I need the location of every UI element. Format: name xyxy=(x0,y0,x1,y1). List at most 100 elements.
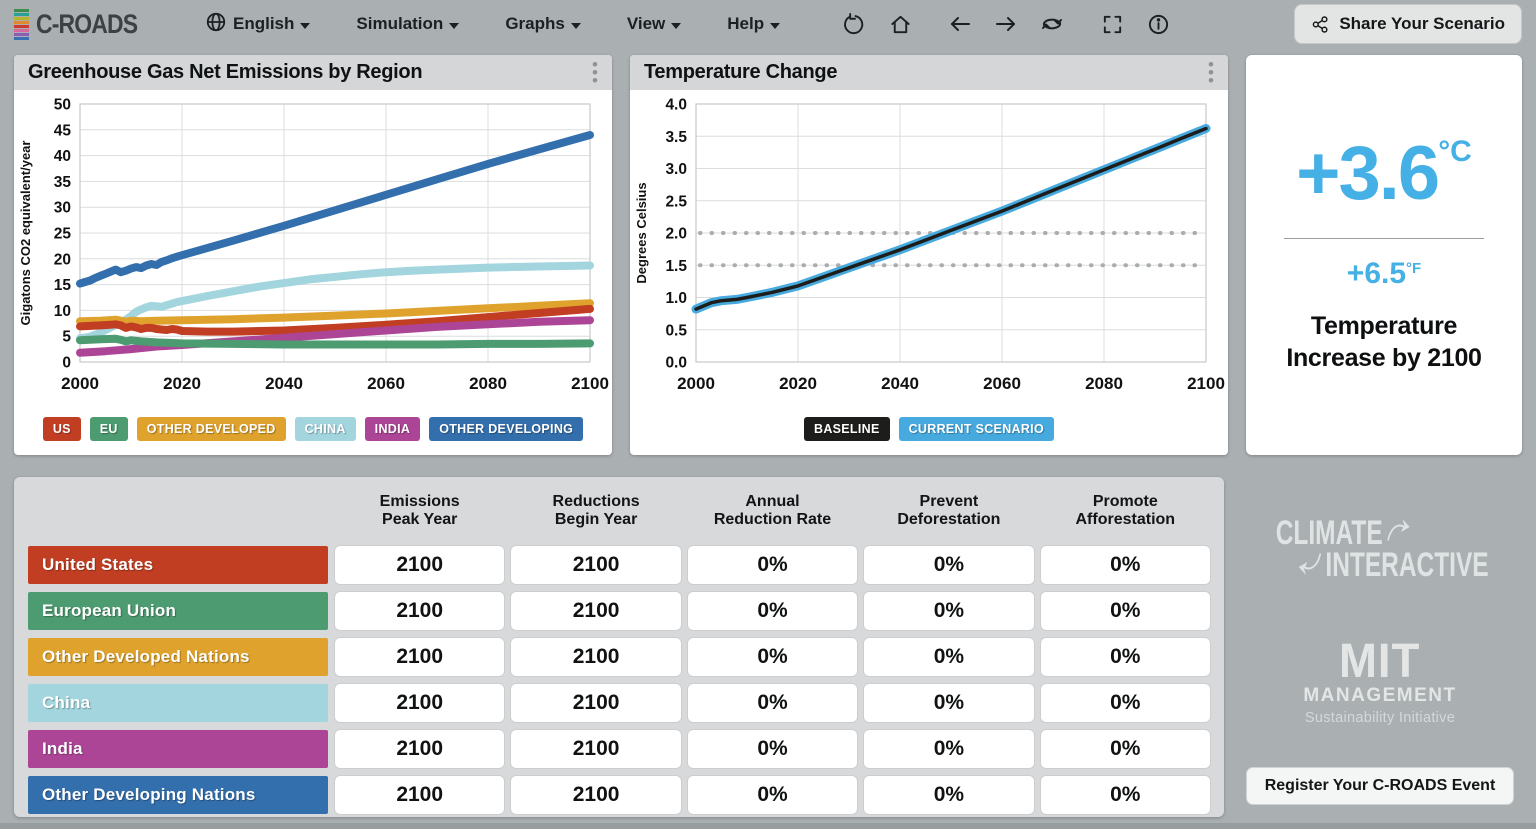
menu-simulation[interactable]: Simulation xyxy=(346,8,469,40)
kebab-menu-icon[interactable]: • • • xyxy=(1208,55,1214,90)
footer-column: CLIMATE INTERACTIVE MIT MANAGEMENT Susta… xyxy=(1242,477,1518,817)
temperature-panel-header: Temperature Change • • • xyxy=(630,55,1228,90)
control-value-cell[interactable]: 2100 xyxy=(335,545,505,584)
control-value-cell[interactable]: 0% xyxy=(687,591,858,630)
control-value-cell[interactable]: 0% xyxy=(1040,545,1210,584)
svg-text:45: 45 xyxy=(54,122,72,139)
control-value-cell[interactable]: 2100 xyxy=(511,637,681,676)
svg-text:2000: 2000 xyxy=(677,374,715,393)
chevron-down-icon xyxy=(300,22,311,29)
kebab-menu-icon[interactable]: • • • xyxy=(592,55,598,90)
legend-badge: CURRENT SCENARIO xyxy=(898,417,1054,441)
chevron-down-icon xyxy=(449,22,460,29)
temperature-fahrenheit-value: +6.5°F xyxy=(1346,257,1422,291)
chevron-down-icon xyxy=(671,22,682,29)
emissions-panel-title: Greenhouse Gas Net Emissions by Region xyxy=(28,61,423,83)
temperature-panel: Temperature Change • • • 0.0 0.5 1.0 1.5 2.0 2.… xyxy=(630,55,1228,455)
control-value-cell[interactable]: 2100 xyxy=(335,637,505,676)
croads-logo-text: C-ROADS xyxy=(36,8,138,39)
control-value-cell[interactable]: 0% xyxy=(864,683,1034,722)
mit-logo: MIT MANAGEMENT Sustainability Initiative xyxy=(1303,634,1457,726)
control-value-cell[interactable]: 2100 xyxy=(511,591,681,630)
home-icon[interactable] xyxy=(888,12,912,36)
control-value-cell[interactable]: 2100 xyxy=(335,729,505,768)
replay-icon[interactable] xyxy=(1040,12,1064,36)
legend-badge: BASELINE xyxy=(804,417,890,441)
legend-badge: CHINA xyxy=(294,417,356,441)
svg-text:2080: 2080 xyxy=(1085,374,1123,393)
control-value-cell[interactable]: 0% xyxy=(687,683,858,722)
control-value-cell[interactable]: 0% xyxy=(1040,683,1210,722)
fullscreen-icon[interactable] xyxy=(1100,12,1124,36)
control-value-cell[interactable]: 2100 xyxy=(335,775,505,814)
svg-text:20: 20 xyxy=(54,251,71,268)
control-value-cell[interactable]: 2100 xyxy=(511,683,681,722)
menu-view[interactable]: View xyxy=(617,8,691,40)
control-value-cell[interactable]: 0% xyxy=(687,729,858,768)
svg-text:4.0: 4.0 xyxy=(665,97,687,114)
menu-simulation-label: Simulation xyxy=(356,14,444,33)
table-column-header: Emissions Peak Year xyxy=(379,493,460,529)
table-column-header: Promote Afforestation xyxy=(1075,493,1176,529)
info-icon[interactable] xyxy=(1146,12,1170,36)
control-value-cell[interactable]: 2100 xyxy=(335,591,505,630)
temperature-summary-card: +3.6°C +6.5°F Temperature Increase by 21… xyxy=(1246,55,1522,455)
temperature-celsius-value: +3.6°C xyxy=(1296,131,1472,217)
mit-management-text: MANAGEMENT xyxy=(1303,684,1457,706)
back-icon[interactable] xyxy=(948,12,972,36)
svg-text:Gigatons CO2 equivalent/year: Gigatons CO2 equivalent/year xyxy=(18,141,33,326)
svg-text:2020: 2020 xyxy=(779,374,817,393)
control-value-cell[interactable]: 2100 xyxy=(511,775,681,814)
temperature-chart: 0.0 0.5 1.0 1.5 2.0 2.5 3.0 3.5 4.0 2000 2020 2040 2… xyxy=(634,97,1225,394)
undo-icon[interactable] xyxy=(842,12,866,36)
share-scenario-label: Share Your Scenario xyxy=(1339,14,1505,33)
svg-text:0.0: 0.0 xyxy=(665,355,687,372)
menu-language-label: English xyxy=(233,14,295,33)
share-scenario-button[interactable]: Share Your Scenario xyxy=(1294,4,1522,44)
control-value-cell[interactable]: 0% xyxy=(864,545,1034,584)
register-event-button[interactable]: Register Your C-ROADS Event xyxy=(1245,767,1515,805)
svg-text:5: 5 xyxy=(62,329,71,346)
control-value-cell[interactable]: 2100 xyxy=(511,545,681,584)
forward-icon[interactable] xyxy=(994,12,1018,36)
control-value-cell[interactable]: 0% xyxy=(1040,637,1210,676)
legend-badge: US xyxy=(42,417,81,441)
menu-view-label: View xyxy=(626,14,666,33)
menu-language[interactable]: English xyxy=(195,5,320,44)
control-value-cell[interactable]: 0% xyxy=(864,637,1034,676)
svg-text:2040: 2040 xyxy=(881,374,919,393)
control-value-cell[interactable]: 0% xyxy=(687,637,858,676)
svg-text:10: 10 xyxy=(54,303,71,320)
menu-help[interactable]: Help xyxy=(717,8,790,40)
chevron-down-icon xyxy=(570,22,581,29)
control-value-cell[interactable]: 0% xyxy=(864,729,1034,768)
svg-text:2.5: 2.5 xyxy=(665,193,687,210)
control-value-cell[interactable]: 0% xyxy=(864,591,1034,630)
legend-badge: OTHER DEVELOPED xyxy=(136,417,286,441)
control-value-cell[interactable]: 0% xyxy=(687,545,858,584)
control-value-cell[interactable]: 0% xyxy=(1040,591,1210,630)
control-value-cell[interactable]: 0% xyxy=(687,775,858,814)
control-value-cell[interactable]: 0% xyxy=(864,775,1034,814)
control-value-cell[interactable]: 0% xyxy=(1040,775,1210,814)
control-value-cell[interactable]: 2100 xyxy=(335,683,505,722)
emissions-panel: Greenhouse Gas Net Emissions by Region •… xyxy=(14,55,612,455)
scenario-controls-table: Emissions Peak Year Reductions Begin Year… xyxy=(14,477,1224,817)
bottom-edge-strip xyxy=(0,823,1536,829)
svg-text:3.0: 3.0 xyxy=(665,161,687,178)
emissions-panel-header: Greenhouse Gas Net Emissions by Region •… xyxy=(14,55,612,90)
menu-graphs[interactable]: Graphs xyxy=(495,8,591,40)
menu-graphs-label: Graphs xyxy=(505,14,565,33)
svg-text:Degrees Celsius: Degrees Celsius xyxy=(634,182,649,283)
temperature-summary-caption: Temperature Increase by 2100 xyxy=(1286,312,1482,372)
control-value-cell[interactable]: 0% xyxy=(1040,729,1210,768)
climate-interactive-logo: CLIMATE INTERACTIVE xyxy=(1275,514,1489,585)
curved-arrow-icon xyxy=(1298,549,1322,581)
svg-text:25: 25 xyxy=(54,226,72,243)
mit-logo-text: MIT xyxy=(1339,634,1421,688)
svg-text:2040: 2040 xyxy=(265,374,303,393)
region-row-label: European Union xyxy=(28,591,328,630)
region-row-label: India xyxy=(28,729,328,768)
svg-text:2060: 2060 xyxy=(983,374,1021,393)
control-value-cell[interactable]: 2100 xyxy=(511,729,681,768)
